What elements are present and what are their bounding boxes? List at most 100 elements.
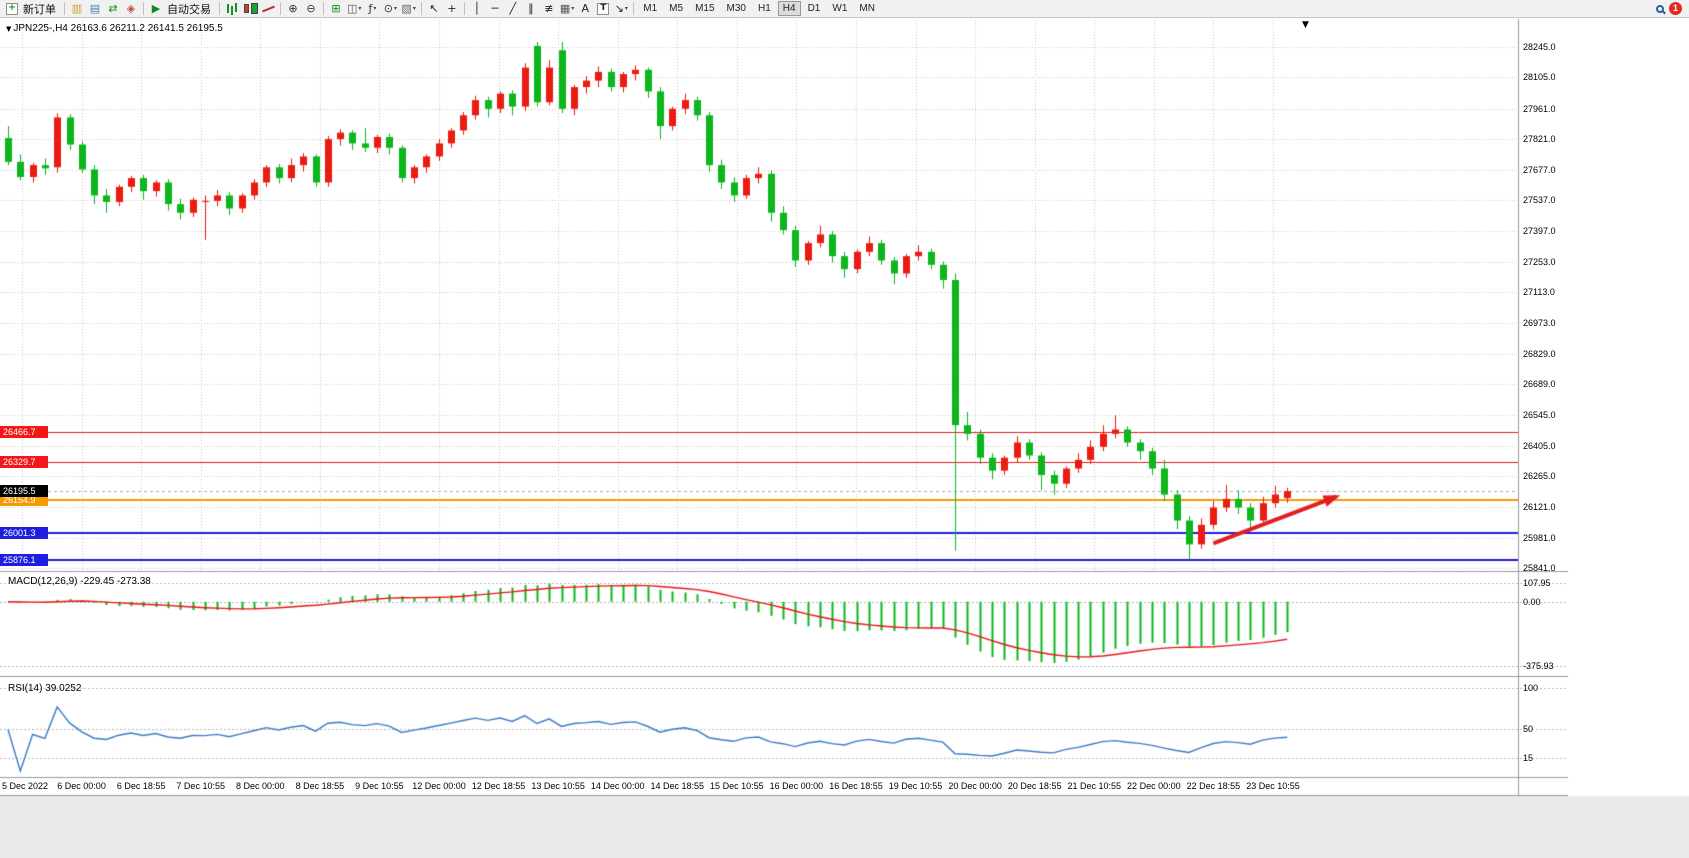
periods-button[interactable]: ⊙ ▾	[381, 1, 399, 17]
autotrading-button[interactable]: ▶	[147, 1, 165, 17]
timeframe-mn-button[interactable]: MN	[854, 1, 880, 16]
price-axis-label: 27821.0	[1523, 133, 1556, 144]
new-order-label: 新订单	[23, 3, 56, 16]
new-order-button[interactable]: +	[3, 1, 21, 17]
timeframe-m15-button[interactable]: M15	[690, 1, 719, 16]
price-axis-label: 26265.0	[1523, 471, 1556, 482]
rsi-axis-label: 50	[1523, 724, 1534, 735]
time-axis-label: 22 Dec 00:00	[1127, 781, 1181, 791]
indicators-button[interactable]: ƒ ▾	[363, 1, 381, 17]
timeframe-m30-button[interactable]: M30	[722, 1, 751, 16]
rsi-axis-label: 100	[1523, 683, 1539, 694]
price-axis-label: 26973.0	[1523, 317, 1556, 328]
text-label-icon: T	[597, 2, 610, 15]
crosshair-button[interactable]: +	[443, 1, 461, 17]
chart-symbol-header: ▼ JPN225-,H4 26163.6 26211.2 26141.5 2619…	[6, 23, 223, 34]
vertical-line-button[interactable]: │	[468, 1, 486, 17]
notification-badge[interactable]: 1	[1669, 2, 1682, 15]
shapes-button[interactable]: ▦ ▾	[558, 1, 576, 17]
fibonacci-button[interactable]: ≢	[540, 1, 558, 17]
macd-axis-label: -375.93	[1523, 661, 1554, 672]
bar-chart-mode-icon	[226, 4, 229, 13]
level-price-badge: 25876.1	[0, 554, 48, 567]
time-axis-label: 6 Dec 00:00	[57, 781, 106, 791]
time-axis-label: 20 Dec 00:00	[948, 781, 1002, 791]
time-axis-label: 19 Dec 10:55	[888, 781, 943, 791]
caret-down-icon: ▾	[624, 5, 628, 12]
toolbar-separator	[463, 2, 465, 15]
timeframe-h4-button[interactable]: H4	[777, 1, 801, 16]
caret-down-icon: ▾	[571, 5, 575, 12]
horizontal-line-button[interactable]: ─	[486, 1, 504, 17]
toolbar-items: + 新订单 ▥ ▤ ⇄ ◈ ▶ 自动交易 ⊕ ⊖ ⊞ ◫ ▾ ƒ ▾ ⊙ ▾ ▧ ▾ ↖ + │ ─ ╱ ∥ ≢ ▦ ▾ A T ↘ ▾ M1 M…	[3, 0, 881, 18]
toolbar-separator	[280, 2, 281, 15]
timeframe-h1-button[interactable]: H1	[753, 1, 776, 16]
time-axis-label: 21 Dec 10:55	[1067, 781, 1122, 791]
autotrading-icon: ▶	[151, 2, 161, 15]
time-axis-label: 20 Dec 18:55	[1007, 781, 1062, 791]
chart-options-dropdown-icon[interactable]: ▼	[1302, 20, 1309, 30]
macd-header: MACD(12,26,9) -229.45 -273.38	[8, 576, 151, 587]
templates-button[interactable]: ▧ ▾	[399, 1, 417, 17]
price-axis-label: 27677.0	[1523, 165, 1556, 176]
price-axis-label: 28105.0	[1523, 72, 1556, 83]
cursor-button[interactable]: ↖	[425, 1, 443, 17]
horizontal-line-icon: ─	[491, 2, 499, 15]
current-price-badge: 26195.5	[0, 485, 48, 498]
profiles-button[interactable]: ▤	[86, 1, 104, 17]
caret-down-icon: ▾	[373, 5, 377, 12]
profiles-icon: ▤	[89, 2, 101, 15]
price-axis-label: 26689.0	[1523, 379, 1556, 390]
timeframe-w1-button[interactable]: W1	[827, 1, 852, 16]
arrows-icon: ↘	[614, 2, 624, 15]
timeframe-m5-button[interactable]: M5	[664, 1, 688, 16]
arrows-button[interactable]: ↘ ▾	[612, 1, 630, 17]
price-axis-label: 26545.0	[1523, 410, 1556, 421]
new-chart-button[interactable]: ◫ ▾	[345, 1, 363, 17]
rsi-header: RSI(14) 39.0252	[8, 683, 82, 694]
market-watch-button[interactable]: ⇄	[104, 1, 122, 17]
text-label-button[interactable]: T	[594, 1, 612, 17]
charts-button[interactable]: ▥	[68, 1, 86, 17]
price-axis-label: 27113.0	[1523, 287, 1555, 298]
text-icon: A	[581, 2, 590, 15]
timeframe-d1-button[interactable]: D1	[803, 1, 826, 16]
price-axis-label: 26121.0	[1523, 502, 1556, 513]
time-axis-label: 22 Dec 18:55	[1186, 781, 1241, 791]
time-axis-label: 8 Dec 18:55	[295, 781, 345, 791]
terminal-button[interactable]: ◈	[122, 1, 140, 17]
price-axis-label: 25981.0	[1523, 532, 1556, 543]
time-axis-label: 13 Dec 10:55	[531, 781, 585, 791]
caret-down-icon: ▾	[358, 5, 362, 12]
tile-windows-button[interactable]: ⊞	[327, 1, 345, 17]
time-axis-label: 16 Dec 00:00	[769, 781, 824, 791]
time-axis-label: 23 Dec 10:55	[1246, 781, 1300, 791]
crosshair-icon: +	[447, 2, 457, 15]
zoom-in-button[interactable]: ⊕	[284, 1, 302, 17]
time-axis-label: 12 Dec 18:55	[471, 781, 526, 791]
zoom-out-icon: ⊖	[306, 2, 316, 15]
toolbar-separator	[420, 2, 422, 15]
market-watch-icon: ⇄	[108, 2, 118, 15]
time-axis-label: 9 Dec 10:55	[355, 781, 404, 791]
toolbar-separator	[323, 2, 324, 15]
timeframe-m1-button[interactable]: M1	[638, 1, 662, 16]
symbol-ohlc-text: JPN225-,H4 26163.6 26211.2 26141.5 26195…	[13, 23, 223, 34]
bar-chart-mode-button[interactable]	[223, 1, 241, 17]
new-chart-icon: ◫	[347, 2, 358, 15]
channel-button[interactable]: ∥	[522, 1, 540, 17]
cursor-icon: ↖	[429, 2, 439, 15]
symbol-dropdown-icon[interactable]: ▼	[6, 25, 12, 33]
trendline-button[interactable]: ╱	[504, 1, 522, 17]
search-icon[interactable]	[1656, 4, 1664, 13]
line-chart-mode-button[interactable]	[259, 1, 277, 17]
terminal-icon: ◈	[126, 2, 136, 15]
candle-chart-mode-button[interactable]	[241, 1, 259, 17]
toolbar-separator	[219, 2, 220, 15]
channel-icon: ∥	[528, 2, 534, 15]
zoom-out-button[interactable]: ⊖	[302, 1, 320, 17]
text-button[interactable]: A	[576, 1, 594, 17]
zoom-in-icon: ⊕	[288, 2, 298, 15]
time-axis-label: 16 Dec 18:55	[829, 781, 883, 791]
